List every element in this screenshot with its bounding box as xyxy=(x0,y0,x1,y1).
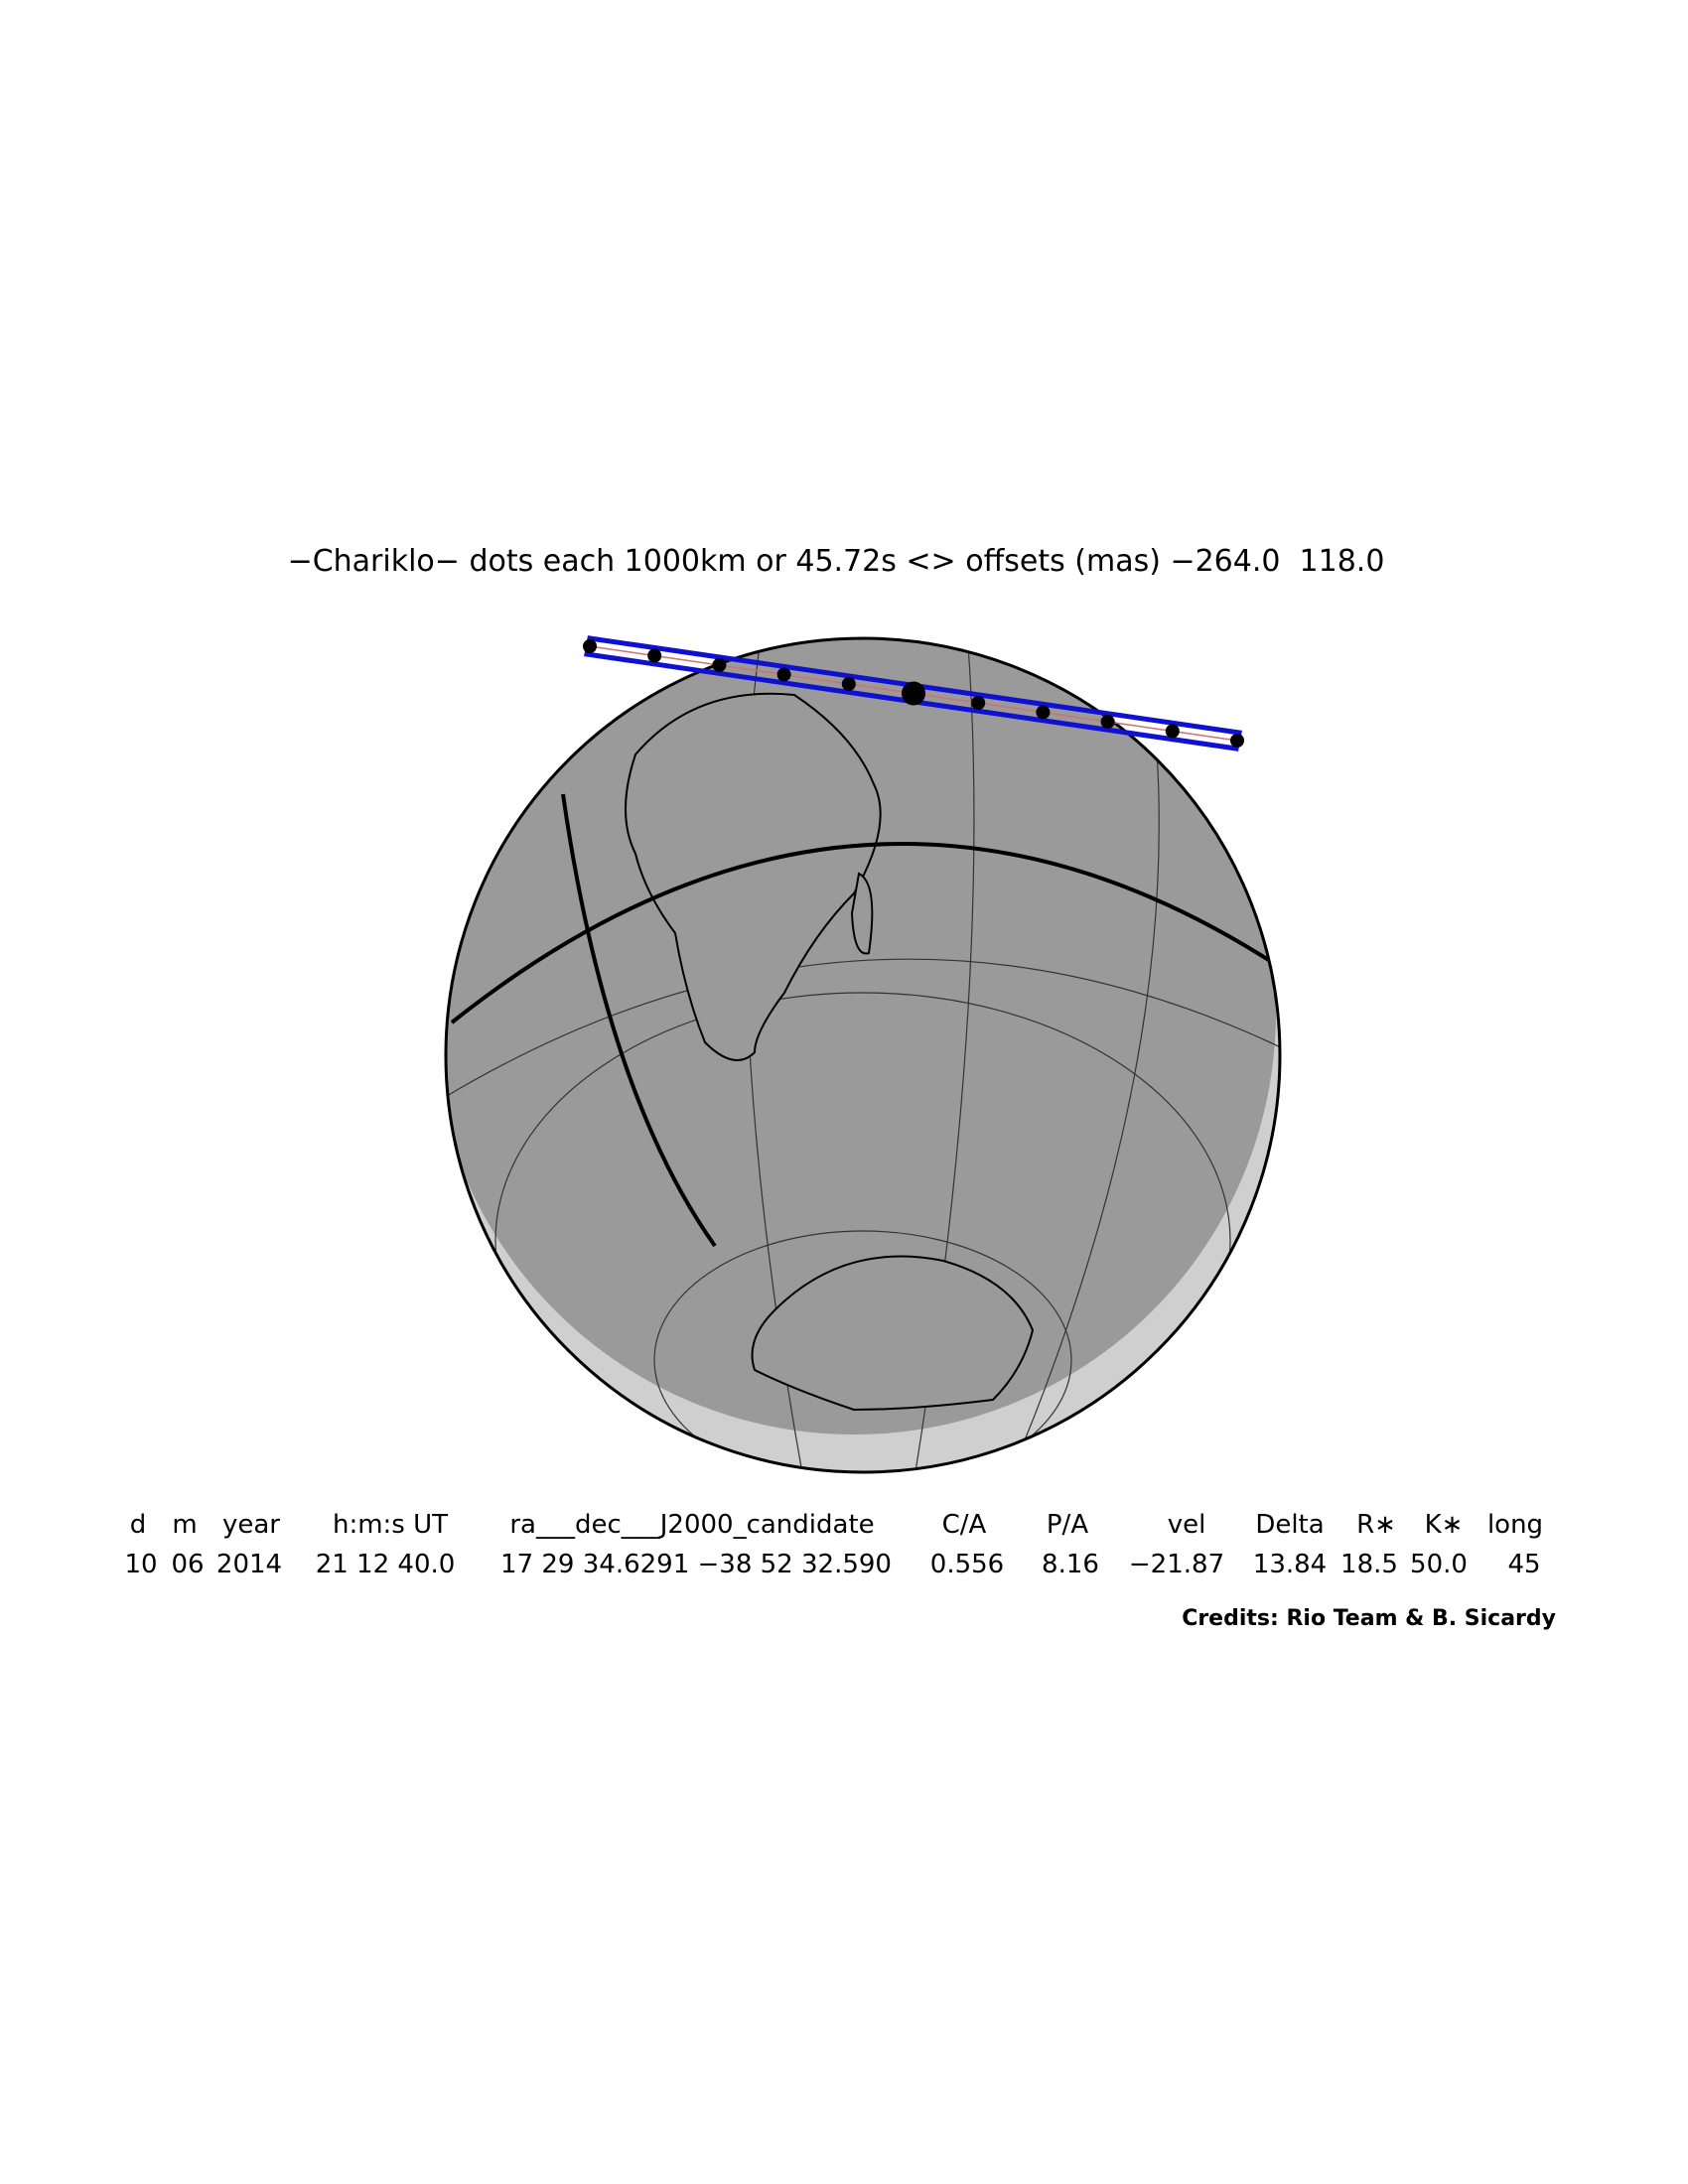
column-header: vel xyxy=(1168,1510,1206,1540)
column-header: year xyxy=(222,1510,280,1540)
path-dot xyxy=(971,696,986,710)
column-header: P/A xyxy=(1047,1510,1088,1540)
path-dot xyxy=(776,667,791,682)
column-header: K∗ xyxy=(1425,1510,1464,1540)
column-value: 13.84 xyxy=(1253,1550,1327,1579)
column-header: h:m:s UT xyxy=(333,1510,448,1540)
terminator xyxy=(561,793,717,1248)
column-value: 06 xyxy=(171,1550,204,1579)
path-dot xyxy=(902,681,925,706)
credits: Credits: Rio Team & B. Sicardy xyxy=(1182,1606,1556,1631)
path-dot xyxy=(712,658,727,672)
column-header: long xyxy=(1487,1510,1543,1540)
column-header: m xyxy=(172,1510,197,1540)
path-dot xyxy=(1100,715,1115,729)
terminator-arc xyxy=(450,842,1280,1024)
column-value: 50.0 xyxy=(1410,1550,1468,1579)
path-dot xyxy=(1230,734,1244,748)
event-table: d 10 m 06 year 2014 h:m:s UT 21 12 40.0 ra___dec… xyxy=(124,1510,1543,1579)
column-header: C/A xyxy=(942,1510,987,1540)
column-header: Delta xyxy=(1255,1510,1324,1540)
column-header: R∗ xyxy=(1356,1510,1396,1540)
path-dot xyxy=(1036,705,1051,720)
column-header: ra___dec___J2000_candidate xyxy=(509,1510,874,1540)
column-value: 17 29 34.6291 −38 52 32.590 xyxy=(500,1550,892,1579)
column-value: 2014 xyxy=(216,1550,282,1579)
title: −Chariklo− dots each 1000km or 45.72s <>… xyxy=(288,544,1385,579)
column-value: 18.5 xyxy=(1340,1550,1398,1579)
column-value: 45 xyxy=(1507,1550,1540,1579)
shadow-path xyxy=(583,635,1244,751)
path-dot xyxy=(841,677,856,691)
column-header: d xyxy=(130,1510,147,1540)
column-value: −21.87 xyxy=(1129,1550,1224,1579)
path-dot xyxy=(583,639,597,653)
continents xyxy=(625,692,1035,1412)
column-value: 10 xyxy=(124,1550,157,1579)
column-value: 8.16 xyxy=(1042,1550,1099,1579)
path-dot xyxy=(647,648,662,663)
path-dot xyxy=(1165,724,1180,739)
globe-outline xyxy=(444,636,1282,1474)
globe xyxy=(444,636,1282,1474)
column-value: 21 12 40.0 xyxy=(316,1550,456,1579)
column-value: 0.556 xyxy=(930,1550,1004,1579)
